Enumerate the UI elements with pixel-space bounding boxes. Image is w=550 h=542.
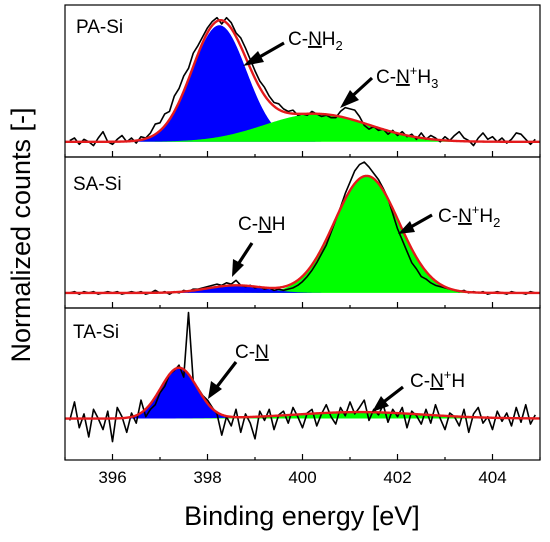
x-tick-label: 402 (383, 468, 411, 487)
arrow-head (372, 396, 389, 412)
panel-sa-si: SA-Si C-NH C-N+H2 (64, 156, 541, 309)
panel-ta-si: TA-Si C-N C-N+H (64, 307, 541, 461)
annotation-c-n: C-N (208, 342, 269, 399)
arrow-head (398, 221, 415, 234)
experimental-curve (69, 161, 536, 295)
y-axis-title: Normalized counts [-] (6, 107, 36, 362)
x-tick-label: 404 (478, 468, 506, 487)
annotation-c-nh-plus: C-N+H (372, 367, 465, 412)
component-area-c-n (65, 367, 540, 419)
panel-label: TA-Si (73, 322, 119, 343)
annotation-label: C-NH (238, 214, 286, 235)
arrow-head (232, 259, 244, 277)
panel-pa-si: PA-Si C-NH2 C-N+H3 (64, 4, 541, 158)
annotation-c-nh2: C-NH2 (243, 29, 343, 66)
annotation-c-nh3: C-N+H3 (340, 63, 438, 108)
arrow-head (340, 90, 359, 108)
annotation-label: C-N+H3 (376, 63, 438, 91)
component-fills (65, 367, 540, 419)
arrow-head (243, 51, 264, 66)
component-area-c-nh2 (65, 25, 540, 142)
annotation-arrow (408, 213, 433, 230)
fit-envelope-curve (64, 366, 541, 420)
component-fills (65, 25, 540, 142)
panel-label: PA-Si (76, 17, 123, 38)
x-axis-ticks: 396 398 400 402 404 (64, 151, 541, 487)
x-axis-title: Binding energy [eV] (184, 501, 420, 531)
annotation-c-nh: C-NH (232, 214, 286, 277)
annotation-label: C-NH2 (288, 29, 343, 53)
panel-label: SA-Si (73, 174, 122, 195)
fit-envelope-curve (64, 19, 541, 143)
experimental-curve (68, 311, 536, 443)
component-area-c-n-h3 (65, 113, 540, 142)
annotation-arrow (214, 361, 238, 389)
fit-envelope-curve (64, 174, 541, 295)
annotation-label: C-N+H (410, 367, 465, 392)
panel-frame (64, 307, 541, 461)
arrow-head (208, 381, 222, 399)
annotation-label: C-N+H2 (438, 202, 500, 230)
annotation-label: C-N (235, 342, 269, 363)
x-tick-label: 398 (193, 468, 221, 487)
x-tick-label: 400 (288, 468, 316, 487)
x-tick-label: 396 (98, 468, 126, 487)
annotation-arrow (235, 242, 254, 267)
annotation-c-nh2-plus: C-N+H2 (398, 202, 500, 234)
